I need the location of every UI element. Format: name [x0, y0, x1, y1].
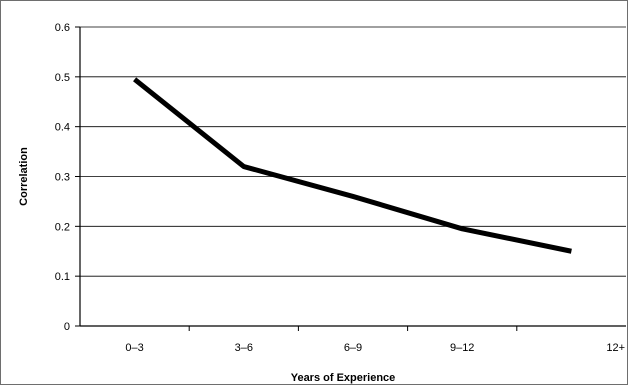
y-ticks: 0 0.1 0.2 0.3 0.4 0.5 0.6	[55, 22, 80, 333]
y-tick-label: 0.1	[55, 271, 70, 283]
y-axis-label: Correlation	[18, 147, 30, 206]
x-tick-label: 0–3	[125, 342, 143, 354]
series	[133, 77, 572, 254]
y-tick-label: 0.5	[55, 72, 70, 84]
y-tick-label: 0.3	[55, 172, 70, 184]
x-axis-label: Years of Experience	[291, 372, 396, 384]
x-tick-label: 6–9	[344, 342, 362, 354]
y-tick-label: 0	[64, 321, 70, 333]
gridlines	[80, 26, 626, 277]
x-ticks: 0–3 3–6 6–9 9–12 12+	[125, 326, 625, 354]
y-tick-label: 0.4	[55, 122, 70, 134]
y-tick-label: 0.2	[55, 221, 70, 233]
x-tick-label: 12+	[606, 342, 625, 354]
x-tick-label: 3–6	[235, 342, 253, 354]
y-tick-label: 0.6	[55, 22, 70, 34]
series-line	[133, 77, 572, 254]
x-tick-label: 9–12	[450, 342, 474, 354]
